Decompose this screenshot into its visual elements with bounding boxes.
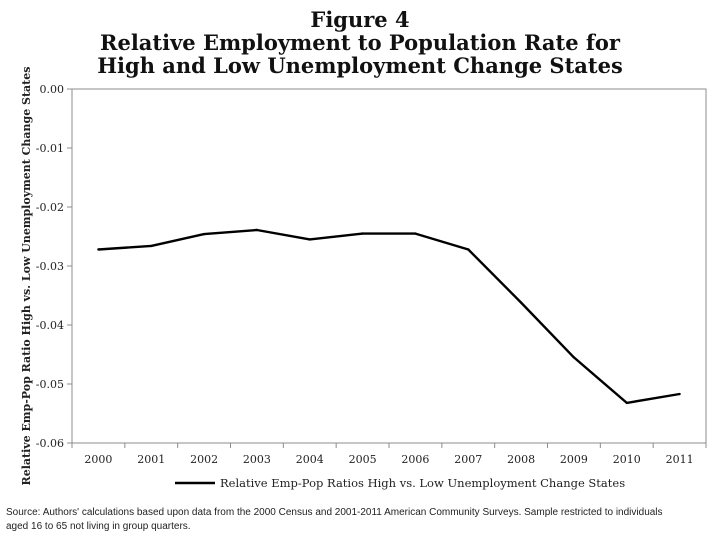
x-tick-label: 2004 — [296, 453, 324, 466]
data-point — [202, 232, 206, 236]
x-tick-label: 2011 — [666, 453, 694, 466]
source-line-2: aged 16 to 65 not living in group quarte… — [6, 521, 191, 532]
series-line — [98, 228, 680, 405]
x-tick-label: 2005 — [349, 453, 377, 466]
data-point — [255, 228, 259, 232]
x-axis-ticks: 2000 2001 2002 2003 2004 2005 2006 2007 2008 2009… — [71, 443, 707, 466]
legend-label: Relative Emp-Pop Ratios High vs. Low Une… — [220, 476, 625, 490]
line-chart: 0.00-0.01-0.02-0.03-0.04-0.05-0.06 2000 2… — [20, 67, 707, 490]
data-point — [414, 232, 417, 235]
y-tick-label: -0.02 — [36, 201, 64, 214]
data-point — [150, 244, 153, 248]
data-point — [625, 401, 628, 405]
series-layer — [97, 228, 681, 405]
data-point — [467, 248, 470, 251]
x-tick-label: 2006 — [401, 453, 429, 466]
source-line-1: Source: Authors' calculations based upon… — [6, 507, 663, 518]
y-tick-label: -0.06 — [36, 437, 64, 450]
y-tick-label: -0.03 — [36, 260, 64, 273]
y-axis-ticks: 0.00 -0.01 -0.02 -0.03 -0.04 -0.05 -0.06 — [36, 83, 72, 450]
x-tick-label: 2009 — [560, 453, 588, 466]
source-note: Source: Authors' calculations based upon… — [6, 506, 716, 534]
data-point — [678, 392, 681, 396]
title-line-3: High and Low Unemployment Change States — [97, 53, 623, 78]
legend: Relative Emp-Pop Ratios High vs. Low Une… — [175, 476, 625, 490]
chart-title: Figure 4 Relative Employment to Populati… — [0, 8, 720, 77]
x-tick-label: 2003 — [243, 453, 271, 466]
data-point — [361, 232, 364, 235]
x-tick-label: 2001 — [137, 453, 165, 466]
data-point — [519, 301, 523, 304]
x-tick-label: 2008 — [507, 453, 535, 466]
data-point — [308, 238, 311, 241]
y-tick-label: -0.04 — [36, 319, 64, 332]
title-line-1: Figure 4 — [310, 7, 410, 32]
title-line-2: Relative Employment to Population Rate f… — [100, 30, 620, 55]
x-tick-label: 2000 — [84, 453, 112, 466]
y-tick-label: -0.01 — [36, 142, 64, 155]
data-point — [572, 356, 576, 359]
x-tick-label: 2007 — [454, 453, 482, 466]
y-axis-label: Relative Emp-Pop Ratio High vs. Low Unem… — [20, 67, 33, 486]
data-point — [97, 248, 100, 251]
x-tick-label: 2002 — [190, 453, 218, 466]
y-tick-label: -0.05 — [36, 378, 64, 391]
x-tick-label: 2010 — [613, 453, 641, 466]
y-tick-label: 0.00 — [40, 83, 65, 96]
